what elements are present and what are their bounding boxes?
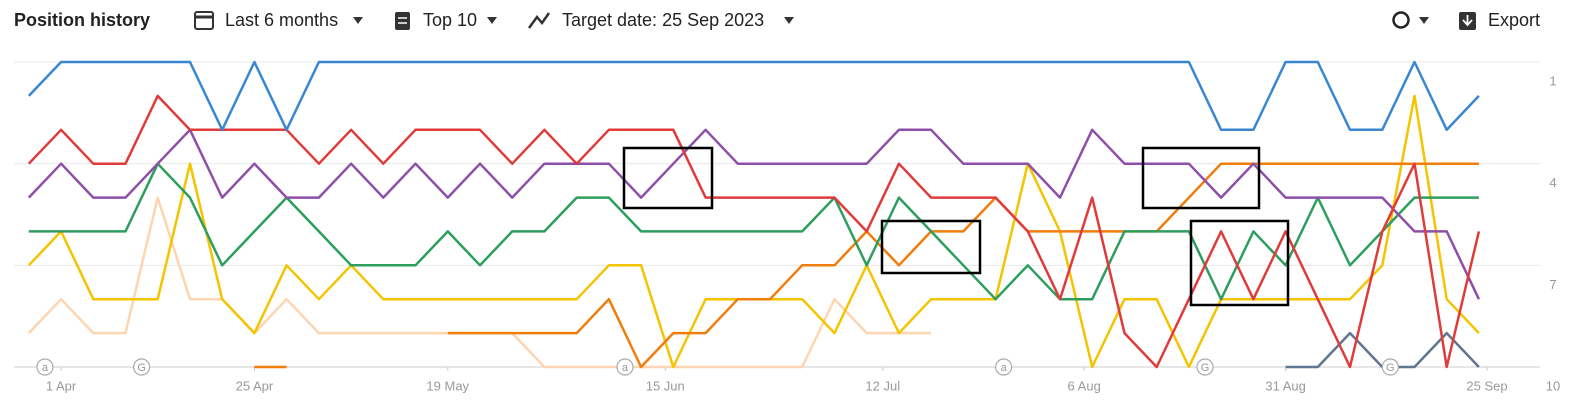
annotation-circle <box>1196 358 1214 376</box>
x-tick-label: 15 Jun <box>646 378 685 393</box>
annotation-marker: G <box>133 358 151 376</box>
highlight-box <box>1141 146 1261 210</box>
top-label[interactable]: Top 10 <box>423 10 477 30</box>
annotation-label: a <box>42 362 49 374</box>
annotation-label: a <box>622 362 629 374</box>
annotation-label: a <box>1001 362 1008 374</box>
highlight-boxes <box>622 146 1290 307</box>
annotation-marker: a <box>995 358 1013 376</box>
period-label[interactable]: Last 6 months <box>225 10 338 30</box>
x-tick-label: 6 Aug <box>1068 378 1101 393</box>
annotation-circle <box>616 358 634 376</box>
series-line <box>254 162 1479 369</box>
series-line <box>27 128 1481 300</box>
page-title: Position history <box>14 10 150 30</box>
x-tick-label: 31 Aug <box>1265 378 1306 393</box>
highlight-box <box>1189 219 1290 307</box>
annotation-marker: a <box>616 358 634 376</box>
annotation-marker: G <box>1196 358 1214 376</box>
annotation-circle <box>1381 358 1399 376</box>
x-tick-label: 19 May <box>426 378 469 393</box>
y-tick-label: 4 <box>1549 175 1556 190</box>
series-line <box>27 60 1480 132</box>
series-line <box>28 162 1479 301</box>
x-tick-label: 12 Jul <box>865 378 900 393</box>
target-button[interactable]: Target date: 25 Sep 2023 <box>527 10 794 30</box>
series-line <box>27 196 932 369</box>
annotation-label: G <box>1201 362 1210 374</box>
annotation-circle <box>995 358 1013 376</box>
period-button[interactable]: Last 6 months <box>194 10 363 30</box>
target-label[interactable]: Target date: 25 Sep 2023 <box>562 10 764 30</box>
series-line <box>27 94 1481 369</box>
y-tick-label: 1 <box>1549 73 1556 88</box>
annotation-circle <box>36 358 54 376</box>
x-tick-label: 25 Apr <box>236 378 274 393</box>
export-label[interactable]: Export <box>1488 10 1540 30</box>
annotation-marker: G <box>1381 358 1399 376</box>
comments-button[interactable] <box>1392 11 1430 29</box>
annotation-label: G <box>137 362 146 374</box>
export-button[interactable]: Export <box>1459 10 1540 30</box>
annotation-circle <box>133 358 151 376</box>
highlight-box <box>622 146 714 210</box>
x-tick-label: 1 Apr <box>46 378 77 393</box>
y-tick-label: 7 <box>1549 277 1556 292</box>
annotation-marker: a <box>36 358 54 376</box>
y-tick-label: 10 <box>1546 378 1560 393</box>
top-button[interactable]: Top 10 <box>395 10 497 30</box>
highlight-box <box>880 219 982 275</box>
plot-area: 1 4 7 10 1 Apr 25 Apr 19 May 15 Jun 12 Jul 6 Aug 3… <box>14 60 1560 393</box>
annotation-label: G <box>1386 362 1395 374</box>
x-tick-label: 25 Sep <box>1466 378 1507 393</box>
